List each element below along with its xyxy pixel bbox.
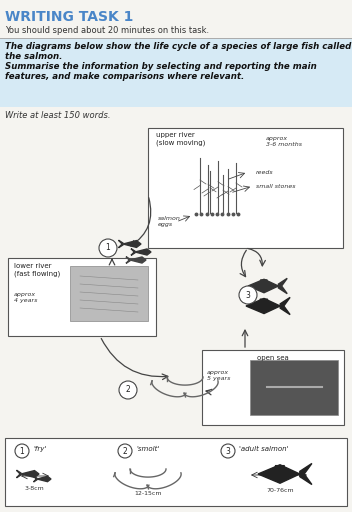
Text: 2: 2	[122, 446, 127, 456]
Polygon shape	[259, 299, 268, 304]
Text: 'adult salmon': 'adult salmon'	[239, 446, 289, 452]
Text: approx
4 years: approx 4 years	[14, 292, 37, 303]
Text: lower river
(fast flowing): lower river (fast flowing)	[14, 263, 60, 277]
Circle shape	[119, 381, 137, 399]
Polygon shape	[280, 297, 290, 315]
Text: 1: 1	[106, 244, 111, 252]
Text: The diagrams below show the life cycle of a species of large fish called the sal: The diagrams below show the life cycle o…	[5, 42, 351, 61]
Text: 'fry': 'fry'	[33, 446, 46, 452]
Text: 1: 1	[20, 446, 24, 456]
FancyBboxPatch shape	[70, 266, 148, 321]
Polygon shape	[123, 241, 141, 247]
Text: approx
5 years: approx 5 years	[207, 370, 230, 381]
Polygon shape	[135, 249, 151, 255]
Polygon shape	[259, 280, 267, 284]
Polygon shape	[130, 257, 146, 263]
Text: WRITING TASK 1: WRITING TASK 1	[5, 10, 133, 24]
Text: 3: 3	[226, 446, 231, 456]
Text: salmon
eggs: salmon eggs	[158, 216, 181, 227]
Polygon shape	[300, 463, 312, 484]
FancyBboxPatch shape	[250, 360, 338, 415]
Polygon shape	[246, 298, 280, 313]
Polygon shape	[119, 240, 123, 248]
Polygon shape	[17, 470, 21, 478]
Circle shape	[239, 286, 257, 304]
Polygon shape	[274, 465, 284, 472]
FancyBboxPatch shape	[148, 128, 343, 248]
Polygon shape	[131, 249, 135, 255]
Text: 12-15cm: 12-15cm	[134, 491, 162, 496]
FancyBboxPatch shape	[202, 350, 344, 425]
FancyBboxPatch shape	[8, 258, 156, 336]
Text: small stones: small stones	[256, 183, 295, 188]
Circle shape	[15, 444, 29, 458]
Text: 70-76cm: 70-76cm	[266, 488, 294, 493]
Polygon shape	[278, 279, 287, 294]
Circle shape	[221, 444, 235, 458]
Text: 'smolt': 'smolt'	[136, 446, 159, 452]
Polygon shape	[37, 476, 51, 482]
Text: Write at least 150 words.: Write at least 150 words.	[5, 111, 111, 120]
Text: open sea: open sea	[257, 355, 289, 361]
Polygon shape	[33, 476, 37, 482]
Text: 2: 2	[126, 386, 130, 395]
Text: 3-8cm: 3-8cm	[24, 486, 44, 491]
Text: 3: 3	[246, 290, 250, 300]
Text: upper river
(slow moving): upper river (slow moving)	[156, 132, 205, 146]
Polygon shape	[21, 471, 39, 477]
Text: reeds: reeds	[256, 169, 274, 175]
FancyBboxPatch shape	[0, 39, 352, 107]
Polygon shape	[126, 257, 130, 263]
Text: You should spend about 20 minutes on this task.: You should spend about 20 minutes on thi…	[5, 26, 209, 35]
Circle shape	[99, 239, 117, 257]
FancyBboxPatch shape	[5, 438, 347, 506]
Text: Summarise the information by selecting and reporting the main features, and make: Summarise the information by selecting a…	[5, 62, 317, 81]
Circle shape	[118, 444, 132, 458]
Polygon shape	[258, 465, 300, 483]
Text: approx
3-6 months: approx 3-6 months	[266, 136, 302, 147]
Polygon shape	[248, 279, 278, 293]
